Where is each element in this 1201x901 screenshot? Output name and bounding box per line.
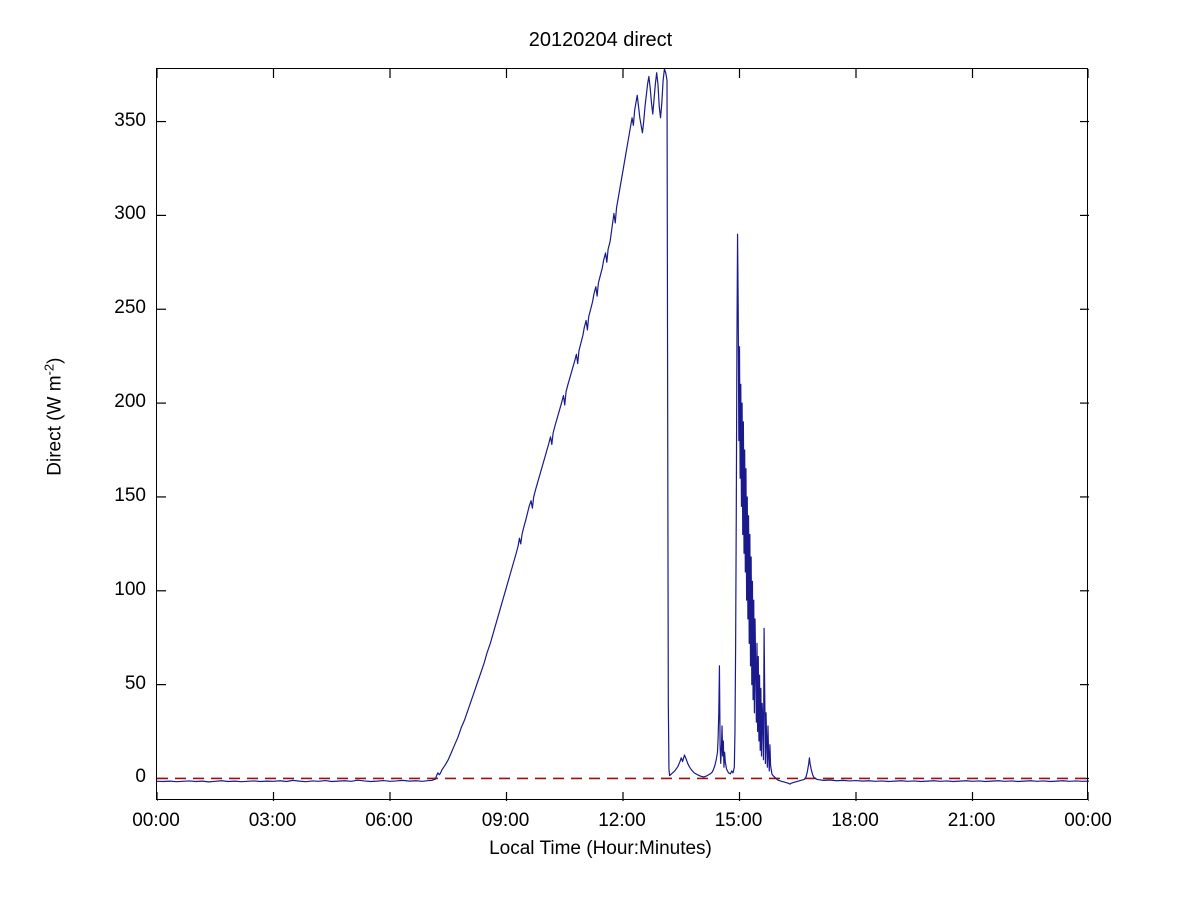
y-axis-label-tail: ) (44, 357, 66, 364)
y-tick-label: 0 (135, 766, 146, 788)
x-tick-label: 06:00 (365, 810, 413, 831)
x-tick-marks (157, 69, 1089, 801)
x-tick-label: 00:00 (132, 810, 180, 831)
y-tick-label: 100 (114, 578, 146, 600)
y-axis-label: Direct (W m-2) (41, 117, 66, 717)
y-tick-label: 350 (114, 109, 146, 131)
plot-svg (157, 69, 1089, 801)
x-tick-label: 18:00 (831, 810, 879, 831)
x-tick-label: 03:00 (248, 810, 297, 831)
y-tick-label: 200 (114, 391, 146, 413)
y-axis-label-exponent: -2 (41, 363, 57, 376)
y-tick-label: 150 (114, 484, 146, 506)
y-tick-label: 300 (114, 203, 146, 225)
x-tick-label: 21:00 (947, 810, 996, 831)
y-tick-label: 250 (114, 297, 146, 319)
x-tick-label: 00:00 (1064, 810, 1112, 831)
y-tick-label: 50 (124, 672, 146, 694)
x-axis-label: Local Time (Hour:Minutes) (489, 838, 712, 859)
direct-irradiance-series (157, 69, 1089, 785)
y-axis-label-text: Direct (W m (44, 375, 66, 476)
x-tick-label: 09:00 (481, 810, 530, 831)
chart-title: 20120204 direct (528, 29, 673, 51)
x-tick-label: 12:00 (598, 810, 646, 831)
y-tick-marks (157, 120, 1089, 780)
x-tick-label: 15:00 (714, 810, 763, 831)
plot-area (156, 68, 1089, 801)
